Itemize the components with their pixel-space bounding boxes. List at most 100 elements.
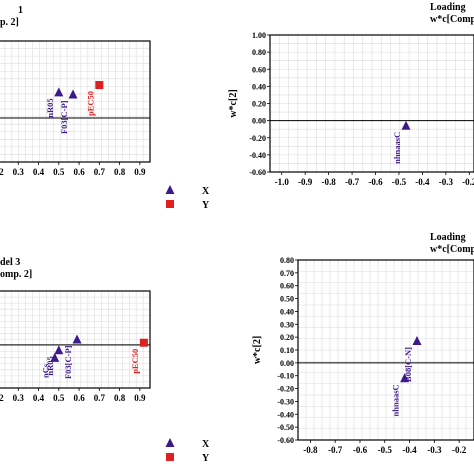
x-tick-label: 0.5 <box>53 393 65 403</box>
y-tick-label: 0.20 <box>280 333 294 342</box>
y-tick-label: 1.00 <box>252 31 266 40</box>
chart-title: Loading <box>430 232 466 243</box>
x-tick-label: -0.4 <box>402 445 417 455</box>
y-tick-label: 0.80 <box>280 256 294 265</box>
y-tick-label: -0.20 <box>277 385 294 394</box>
x-tick-label: 0.2 <box>0 167 4 177</box>
x-tick-label: 0.3 <box>13 167 25 177</box>
chart-title: 1 <box>18 5 23 16</box>
data-point-square <box>139 338 148 347</box>
x-tick-label: -0.5 <box>392 177 407 187</box>
x-tick-label: 0.8 <box>114 167 126 177</box>
y-tick-label: 0.60 <box>252 65 266 74</box>
y-tick-label: 0.40 <box>280 307 294 316</box>
y-tick-label: -0.40 <box>249 151 266 160</box>
y-tick-label: 0.40 <box>252 82 266 91</box>
chart-title: omp. 2] <box>0 269 32 280</box>
legend-marker-square <box>166 453 174 461</box>
x-tick-label: -0.7 <box>328 445 343 455</box>
legend-marker-square <box>166 200 174 208</box>
y-tick-label: -0.10 <box>277 372 294 381</box>
y-axis-label: w*c[2] <box>228 89 239 117</box>
x-tick-label: -0.3 <box>427 445 442 455</box>
legend-marker-triangle <box>165 185 175 194</box>
x-tick-label: 0.4 <box>33 167 45 177</box>
y-tick-label: 0.50 <box>280 295 294 304</box>
chart-title: w*c[Comp. <box>430 14 474 25</box>
x-tick-label: 0.2 <box>0 393 4 403</box>
legend: XY <box>165 438 210 464</box>
chart-title: p. 2] <box>0 17 19 28</box>
y-tick-label: 0.30 <box>280 320 294 329</box>
y-tick-label: -0.50 <box>277 423 294 432</box>
data-point-label: nR05 <box>45 98 55 117</box>
y-tick-label: -0.60 <box>249 168 266 177</box>
x-tick-label: -0.5 <box>378 445 393 455</box>
y-tick-label: -0.60 <box>277 436 294 445</box>
x-tick-label: -0.7 <box>345 177 360 187</box>
data-point-label: nCs <box>41 363 51 378</box>
chart-title: w*c[Comp. <box>430 244 474 255</box>
y-tick-label: 0.80 <box>252 48 266 57</box>
plot-frame <box>0 40 151 163</box>
y-tick-label: 0.10 <box>280 346 294 355</box>
legend-marker-triangle <box>165 438 175 447</box>
plot-frame <box>0 290 151 389</box>
data-point-triangle <box>412 336 422 345</box>
data-point-label: F03[C-P] <box>63 345 73 379</box>
legend: XY <box>165 185 210 211</box>
x-tick-label: 0.9 <box>134 393 146 403</box>
x-tick-label: -0.2 <box>452 445 467 455</box>
x-tick-label: -0.3 <box>439 177 454 187</box>
chart-title: del 3 <box>0 257 20 268</box>
x-tick-label: -0.9 <box>298 177 313 187</box>
data-point-label: nhnaasC <box>391 384 401 416</box>
x-tick-label: -0.6 <box>368 177 383 187</box>
x-tick-label: -0.8 <box>321 177 336 187</box>
data-point-triangle <box>54 87 64 97</box>
x-tick-label: -0.8 <box>303 445 318 455</box>
data-point-triangle <box>401 120 411 130</box>
data-point-triangle <box>400 373 410 383</box>
x-tick-label: 0.6 <box>73 167 85 177</box>
y-tick-label: -0.20 <box>249 134 266 143</box>
y-tick-label: -0.30 <box>277 397 294 406</box>
y-tick-label: 0.70 <box>280 269 294 278</box>
data-point-label: F03[C-P] <box>59 100 69 134</box>
data-point-triangle <box>72 334 82 344</box>
x-tick-label: -0.4 <box>415 177 430 187</box>
data-point-label: nR05 <box>45 356 55 375</box>
y-axis-label: w*c[2] <box>252 336 263 364</box>
x-tick-label: 0.4 <box>33 393 45 403</box>
x-tick-label: -1.0 <box>275 177 290 187</box>
data-point-label: nhnaasC <box>392 132 402 164</box>
legend-label: X <box>202 439 210 450</box>
data-point-label: B08[C-N] <box>403 347 413 382</box>
y-tick-label: 0.20 <box>252 100 266 109</box>
x-tick-label: 0.3 <box>13 393 25 403</box>
x-tick-label: 0.7 <box>94 167 106 177</box>
x-tick-label: -0.2 <box>462 177 474 187</box>
x-tick-label: -0.6 <box>353 445 368 455</box>
y-tick-label: 0.00 <box>252 117 266 126</box>
chart-title: Loading <box>430 2 466 13</box>
x-tick-label: 0.5 <box>53 167 65 177</box>
y-tick-label: 0.60 <box>280 282 294 291</box>
data-point-triangle <box>68 89 78 99</box>
data-point-triangle <box>50 352 60 362</box>
x-tick-label: 0.7 <box>94 393 106 403</box>
y-tick-label: 0.00 <box>280 359 294 368</box>
legend-label: Y <box>202 200 210 211</box>
data-point-label: pEC50 <box>85 91 95 116</box>
chart-panel-1: 1p. 2] 0.2 0.3 0.4 0.5 0.6 0.7 0.8 0.9 nR05 F03[C-… <box>0 5 210 211</box>
data-point-label: pEC50 <box>130 349 140 374</box>
data-point-triangle <box>54 345 64 355</box>
x-tick-label: 0.6 <box>73 393 85 403</box>
data-point-square <box>95 81 104 89</box>
legend-label: Y <box>202 453 210 464</box>
y-tick-label: -0.40 <box>277 410 294 419</box>
